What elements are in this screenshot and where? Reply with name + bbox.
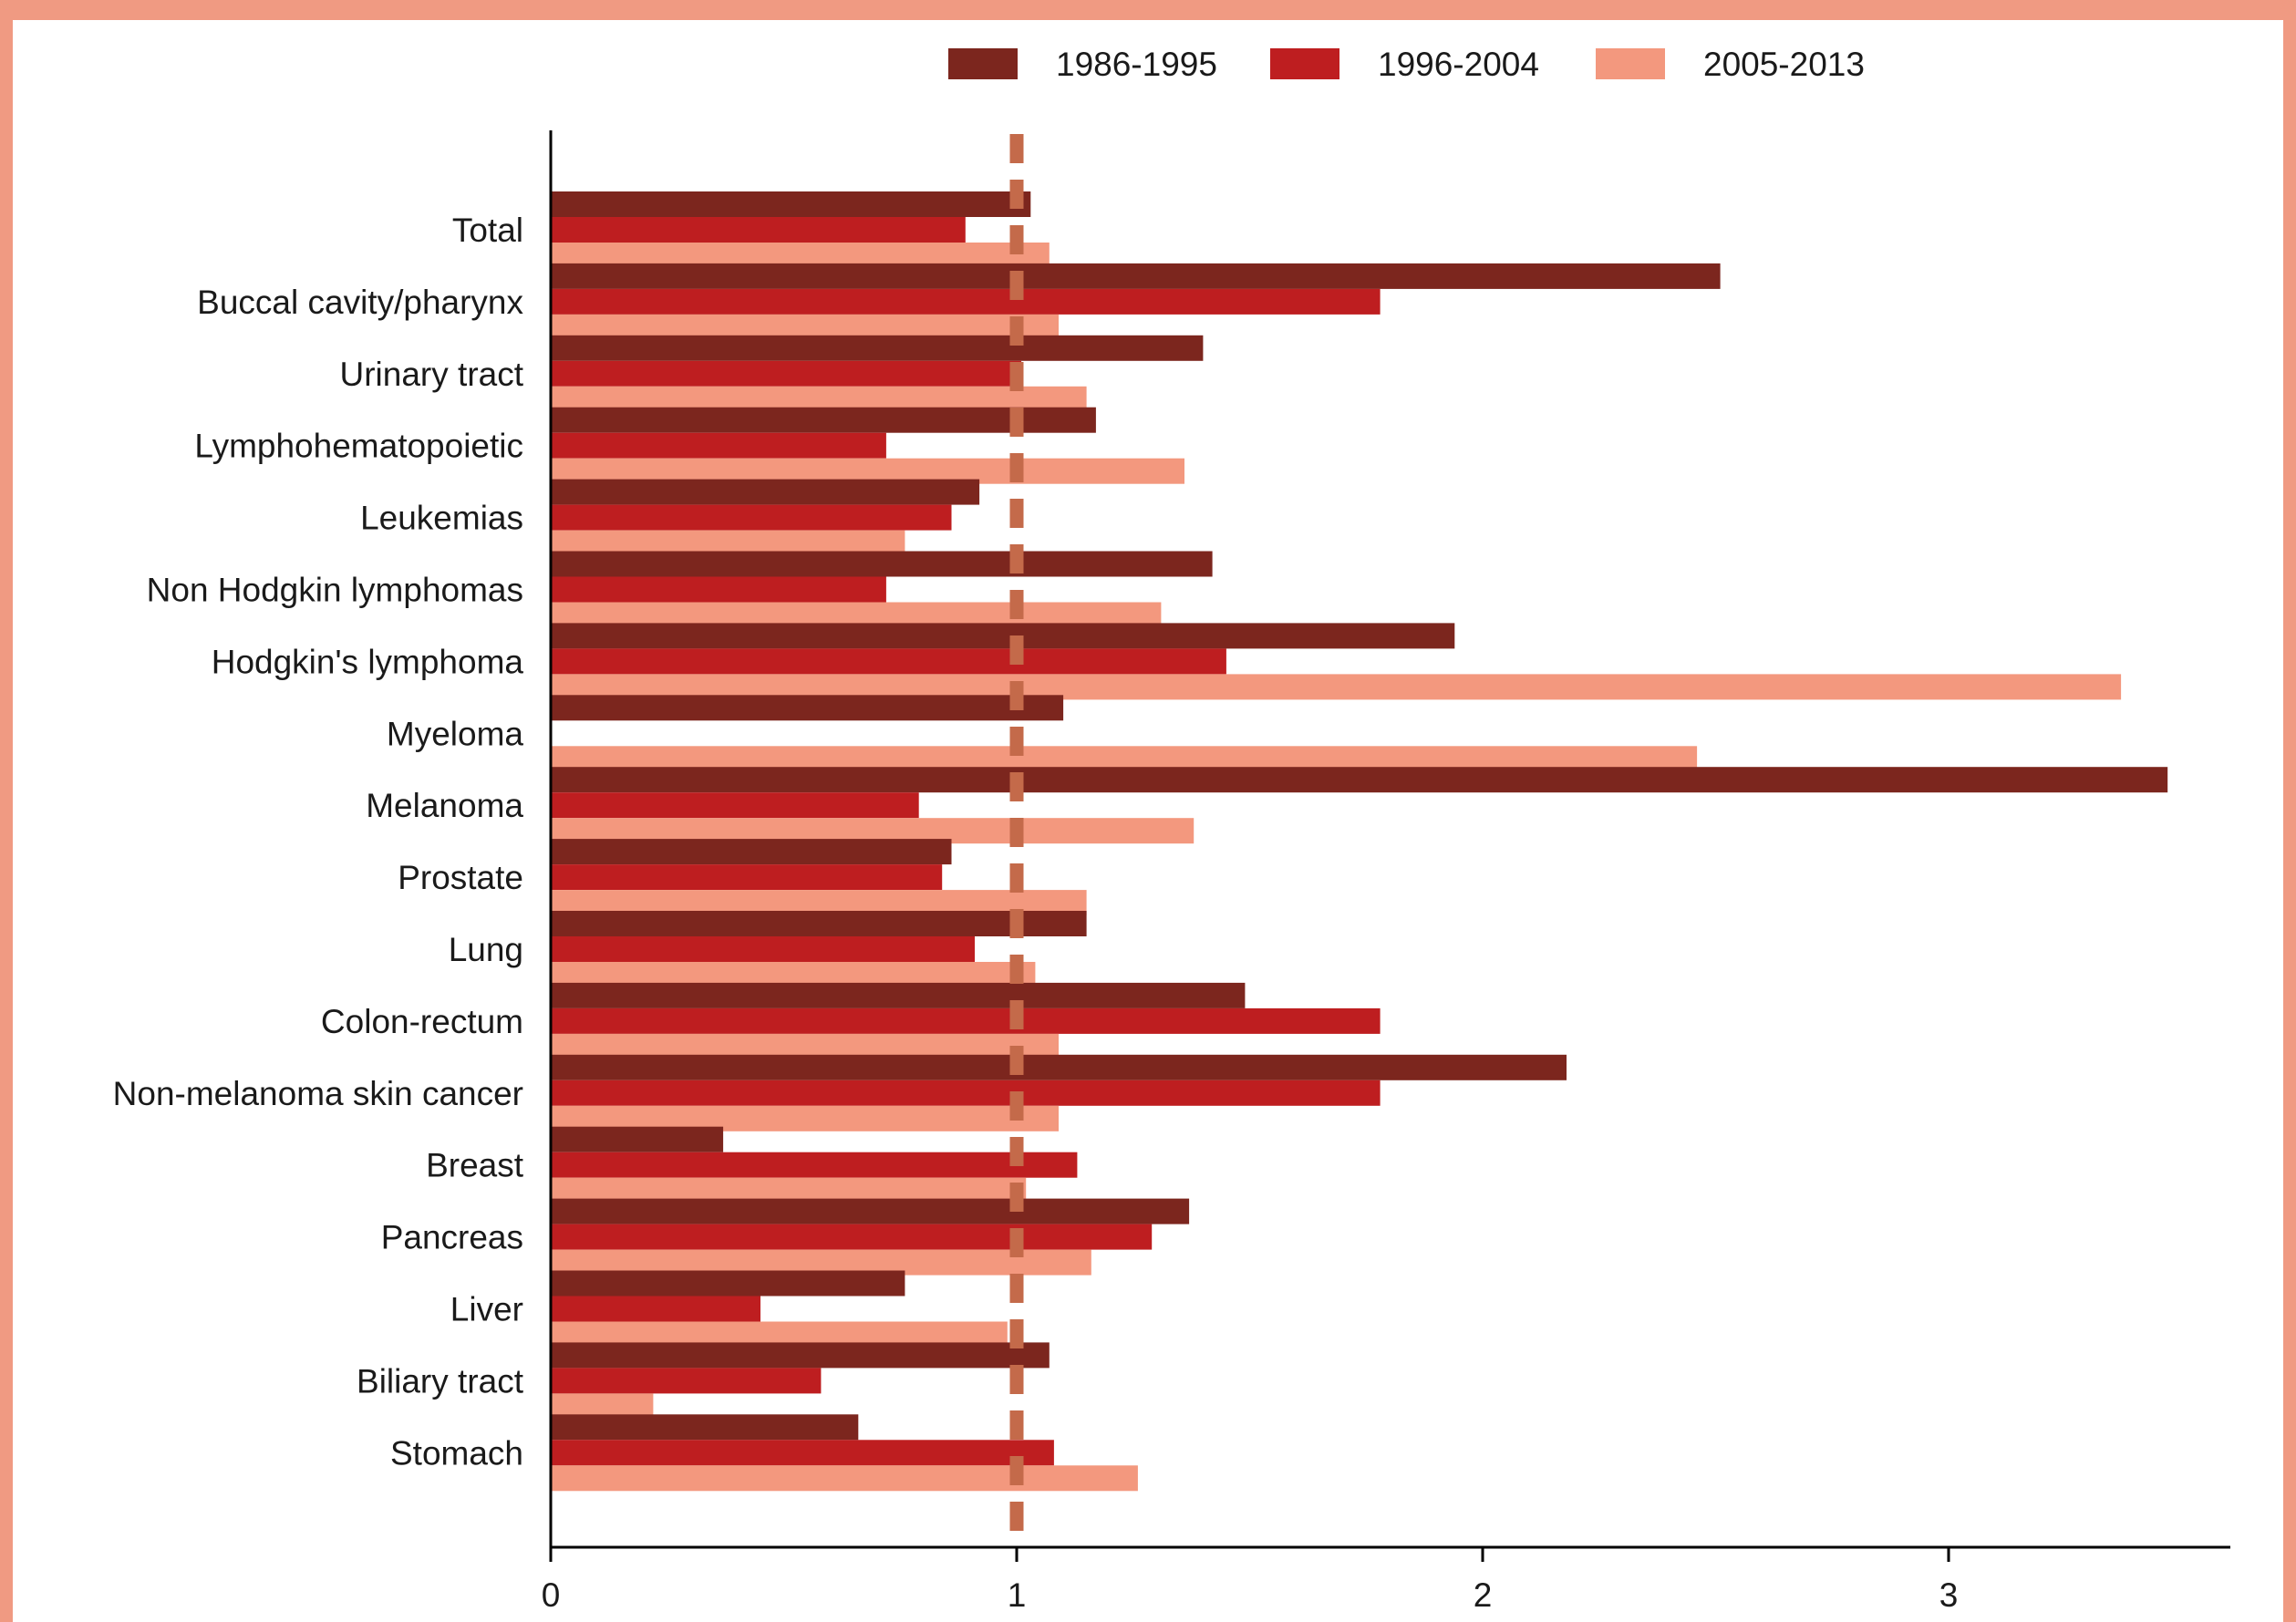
category-label: Hodgkin's lymphoma bbox=[212, 643, 524, 680]
x-axis-labels: 0 1 2 3 bbox=[542, 1576, 1959, 1614]
category-label: Stomach bbox=[390, 1434, 523, 1472]
bar-non-hodgkin-lymphomas-1996-2004 bbox=[551, 576, 886, 603]
category-label: Melanoma bbox=[366, 787, 523, 824]
bar-non-melanoma-skin-cancer-1986-1995 bbox=[551, 1054, 1567, 1080]
category-label: Lymphohematopoietic bbox=[194, 428, 523, 465]
bar-colon-rectum-1996-2004 bbox=[551, 1007, 1381, 1034]
bar-colon-rectum-1986-1995 bbox=[551, 982, 1246, 1008]
bar-lung-1986-1995 bbox=[551, 911, 1087, 936]
bar-biliary-tract-1996-2004 bbox=[551, 1368, 822, 1394]
x-tick-label: 1 bbox=[1008, 1576, 1027, 1614]
bar-stomach-1986-1995 bbox=[551, 1414, 859, 1441]
bar-melanoma-1986-1995 bbox=[551, 767, 2168, 793]
bar-buccal-cavity-pharynx-1986-1995 bbox=[551, 263, 1721, 289]
bar-hodgkin-s-lymphoma-1986-1995 bbox=[551, 623, 1455, 649]
bar-liver-1986-1995 bbox=[551, 1270, 905, 1297]
bar-prostate-1996-2004 bbox=[551, 864, 943, 891]
bar-non-hodgkin-lymphomas-1986-1995 bbox=[551, 551, 1213, 577]
category-label: Total bbox=[452, 212, 523, 249]
x-tick-label: 2 bbox=[1474, 1576, 1493, 1614]
bar-breast-1996-2004 bbox=[551, 1152, 1078, 1178]
bar-melanoma-1996-2004 bbox=[551, 792, 919, 819]
bar-lung-1996-2004 bbox=[551, 936, 975, 962]
legend-label: 1996-2004 bbox=[1378, 46, 1539, 83]
bar-biliary-tract-1986-1995 bbox=[551, 1342, 1050, 1369]
bar-pancreas-1986-1995 bbox=[551, 1198, 1190, 1224]
bar-stomach-1996-2004 bbox=[551, 1440, 1054, 1466]
y-axis-labels: Total Buccal cavity/pharynx Urinary tract L… bbox=[113, 212, 524, 1472]
category-label: Myeloma bbox=[387, 715, 524, 752]
category-label: Urinary tract bbox=[340, 356, 524, 393]
bar-stomach-2005-2013 bbox=[551, 1465, 1138, 1492]
bar-buccal-cavity-pharynx-1996-2004 bbox=[551, 288, 1381, 315]
legend-swatch bbox=[1596, 48, 1665, 79]
axes bbox=[549, 130, 2230, 1562]
legend-label: 2005-2013 bbox=[1703, 46, 1865, 83]
x-tick-label: 3 bbox=[1939, 1576, 1959, 1614]
bar-lymphohematopoietic-1986-1995 bbox=[551, 407, 1096, 433]
bar-total-1986-1995 bbox=[551, 191, 1031, 217]
category-label: Non Hodgkin lymphomas bbox=[147, 572, 523, 609]
bar-myeloma-1986-1995 bbox=[551, 695, 1064, 721]
bar-lymphohematopoietic-1996-2004 bbox=[551, 432, 886, 459]
category-label: Lung bbox=[449, 931, 523, 968]
category-label: Biliary tract bbox=[357, 1362, 524, 1400]
category-label: Prostate bbox=[398, 859, 523, 896]
bar-urinary-tract-1996-2004 bbox=[551, 360, 1022, 387]
bar-breast-1986-1995 bbox=[551, 1126, 724, 1152]
legend-swatch bbox=[948, 48, 1018, 79]
x-tick-label: 0 bbox=[542, 1576, 561, 1614]
bar-leukemias-1996-2004 bbox=[551, 504, 952, 531]
bar-non-melanoma-skin-cancer-1996-2004 bbox=[551, 1080, 1381, 1106]
legend-label: 1986-1995 bbox=[1056, 46, 1217, 83]
bar-prostate-1986-1995 bbox=[551, 839, 952, 865]
category-label: Liver bbox=[450, 1291, 523, 1328]
category-label: Leukemias bbox=[360, 500, 523, 537]
legend-swatch bbox=[1270, 48, 1339, 79]
bar-pancreas-1996-2004 bbox=[551, 1224, 1153, 1250]
category-label: Colon-rectum bbox=[321, 1003, 523, 1040]
bar-hodgkin-s-lymphoma-1996-2004 bbox=[551, 648, 1226, 675]
bar-liver-1996-2004 bbox=[551, 1296, 760, 1322]
category-label: Breast bbox=[426, 1147, 524, 1184]
bar-total-1996-2004 bbox=[551, 217, 966, 243]
bars bbox=[551, 191, 2168, 1492]
category-label: Pancreas bbox=[381, 1219, 523, 1256]
bar-leukemias-1986-1995 bbox=[551, 479, 980, 505]
category-label: Buccal cavity/pharynx bbox=[197, 284, 523, 321]
legend: 1986-1995 1996-2004 2005-2013 bbox=[948, 46, 1865, 83]
category-label: Non-melanoma skin cancer bbox=[113, 1075, 523, 1112]
bar-urinary-tract-1986-1995 bbox=[551, 335, 1204, 361]
